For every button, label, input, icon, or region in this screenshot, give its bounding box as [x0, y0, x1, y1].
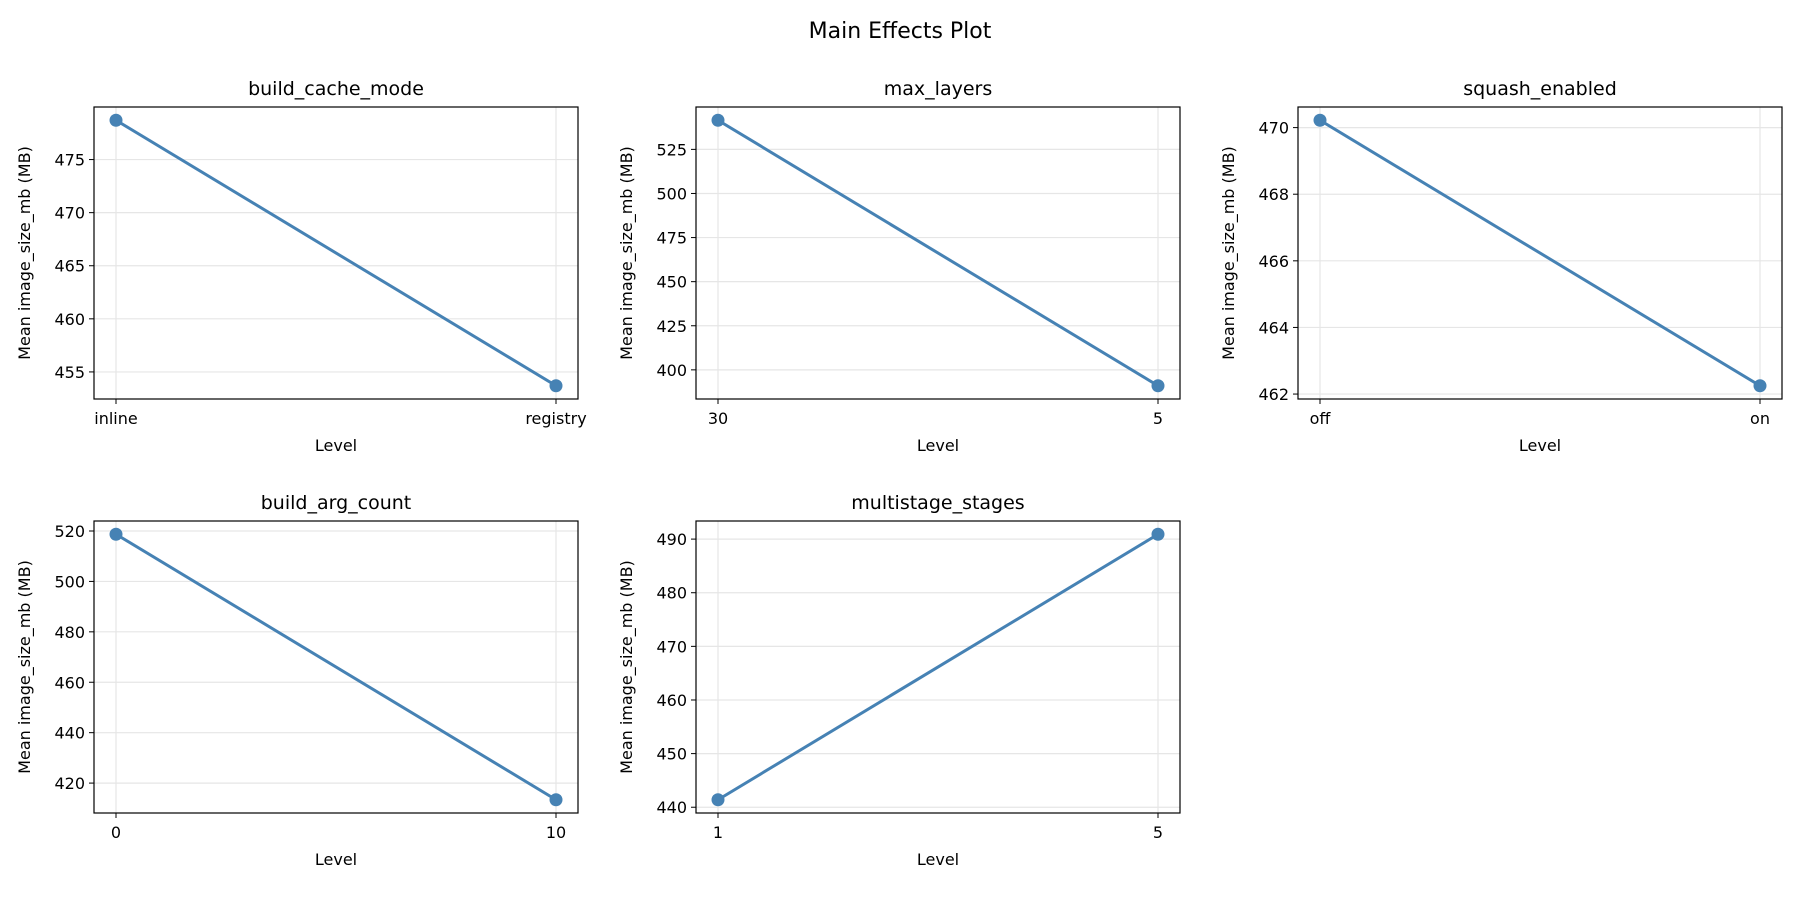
figure-title: Main Effects Plot	[809, 19, 992, 44]
subplot-title: build_cache_mode	[248, 78, 424, 100]
x-axis-label: Level	[315, 436, 357, 455]
axes-frame	[93, 520, 579, 814]
data-point	[109, 527, 123, 541]
subplot-build_arg_count: 420 440 460 480 500 520 0 10 build_arg_count Leve…	[15, 492, 579, 869]
x-axis-label: Level	[315, 850, 357, 869]
x-tick-label: 0	[111, 823, 121, 842]
axes-frame	[1297, 106, 1783, 400]
y-axis-label: Mean image_size_mb (MB)	[617, 560, 637, 774]
y-tick-label: 460	[54, 673, 85, 692]
x-tick-label: 30	[708, 409, 728, 428]
y-tick-label: 460	[656, 691, 687, 710]
data-point	[1753, 379, 1767, 393]
series-line	[115, 532, 557, 802]
data-point	[1151, 379, 1165, 393]
y-tick-label: 465	[54, 257, 85, 276]
y-tick-label: 462	[1258, 385, 1289, 404]
x-axis-label: Level	[917, 850, 959, 869]
y-tick-label: 480	[54, 623, 85, 642]
y-tick-label: 466	[1258, 252, 1289, 271]
x-tick-label: 5	[1153, 823, 1163, 842]
axes-frame	[695, 520, 1181, 814]
y-tick-label: 464	[1258, 318, 1289, 337]
subplot-title: build_arg_count	[261, 492, 412, 514]
series-line	[717, 118, 1159, 388]
y-tick-label: 490	[656, 530, 687, 549]
y-axis-label: Mean image_size_mb (MB)	[1219, 146, 1239, 360]
subplot-squash_enabled: 462 464 466 468 470 off on squash_enabled Level M…	[1219, 78, 1783, 455]
y-axis-label: Mean image_size_mb (MB)	[617, 146, 637, 360]
y-axis-label: Mean image_size_mb (MB)	[15, 146, 35, 360]
subplot-multistage_stages: 440 450 460 470 480 490 1 5 multistage_stages Lev…	[617, 492, 1181, 869]
y-tick-label: 475	[54, 151, 85, 170]
y-tick-label: 450	[656, 273, 687, 292]
y-tick-label: 500	[656, 184, 687, 203]
subplot-title: squash_enabled	[1463, 78, 1617, 100]
y-tick-label: 425	[656, 317, 687, 336]
subplot-max_layers: 400 425 450 475 500 525 30 5 max_layers Level Mean…	[617, 78, 1181, 455]
y-tick-label: 460	[54, 310, 85, 329]
axes-frame	[695, 106, 1181, 400]
y-tick-label: 468	[1258, 185, 1289, 204]
y-tick-label: 480	[656, 584, 687, 603]
data-point	[711, 793, 725, 807]
data-point	[549, 379, 563, 393]
x-tick-label: registry	[525, 409, 586, 428]
y-tick-label: 470	[54, 204, 85, 223]
x-tick-label: 1	[713, 823, 723, 842]
data-point	[1313, 113, 1327, 127]
y-tick-label: 500	[54, 572, 85, 591]
subplot-build_cache_mode: 455 460 465 470 475 inline registry build_cache…	[15, 78, 587, 455]
data-point	[109, 113, 123, 127]
y-tick-label: 440	[656, 798, 687, 817]
x-tick-label: 10	[546, 823, 566, 842]
x-axis-label: Level	[917, 436, 959, 455]
data-point	[1151, 527, 1165, 541]
data-point	[711, 113, 725, 127]
y-tick-label: 470	[656, 637, 687, 656]
y-tick-label: 440	[54, 724, 85, 743]
subplot-title: max_layers	[884, 78, 992, 100]
y-tick-label: 525	[656, 140, 687, 159]
x-tick-label: on	[1750, 409, 1770, 428]
x-axis-label: Level	[1519, 436, 1561, 455]
data-point	[549, 793, 563, 807]
series-line	[1319, 118, 1761, 388]
x-tick-label: inline	[94, 409, 137, 428]
y-axis-label: Mean image_size_mb (MB)	[15, 560, 35, 774]
y-tick-label: 450	[656, 745, 687, 764]
y-tick-label: 475	[656, 229, 687, 248]
y-tick-label: 455	[54, 363, 85, 382]
y-tick-label: 470	[1258, 119, 1289, 138]
x-tick-label: 5	[1153, 409, 1163, 428]
series-line	[717, 532, 1159, 802]
axes-frame	[93, 106, 579, 400]
y-tick-label: 520	[54, 522, 85, 541]
y-tick-label: 420	[54, 774, 85, 793]
y-tick-label: 400	[656, 361, 687, 380]
x-tick-label: off	[1310, 409, 1332, 428]
series-line	[115, 118, 557, 388]
subplot-title: multistage_stages	[851, 492, 1024, 514]
